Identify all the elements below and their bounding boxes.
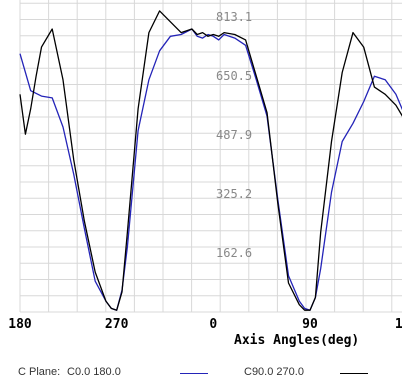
grid [19, 0, 402, 313]
y-tick-label: 650.5 [216, 69, 252, 83]
y-tick-label: 325.2 [216, 187, 252, 201]
y-tick-labels: 813.1 650.5 487.9 325.2 162.6 [216, 10, 252, 260]
x-tick-label: 180 [8, 317, 32, 332]
legend-label-series-2: C90.0 270.0 [244, 366, 304, 378]
y-tick-label: 162.6 [216, 246, 252, 260]
x-axis-title: Axis Angles(deg) [234, 333, 359, 348]
x-tick-label: 270 [105, 317, 129, 332]
x-tick-label: 0 [209, 317, 217, 332]
polar-curve-chart: 813.1 650.5 487.9 325.2 162.6 180 270 0 90 180 A… [0, 0, 402, 348]
plot-background [0, 0, 402, 320]
x-tick-label: 180 [395, 317, 402, 332]
legend-label-series-1: C0.0 180.0 [67, 366, 121, 378]
x-tick-label: 90 [302, 317, 318, 332]
legend-swatch-series-1 [180, 373, 208, 374]
y-tick-label: 487.9 [216, 128, 252, 142]
series-lines [19, 10, 402, 311]
x-tick-labels: 180 270 0 90 180 [8, 317, 402, 332]
legend-title: C Plane: [18, 366, 61, 378]
y-tick-label: 813.1 [216, 10, 252, 24]
legend-swatch-series-2 [340, 373, 368, 374]
series-line-2 [19, 10, 402, 311]
legend: C Plane: C0.0 180.0 C90.0 270.0 [0, 364, 402, 383]
